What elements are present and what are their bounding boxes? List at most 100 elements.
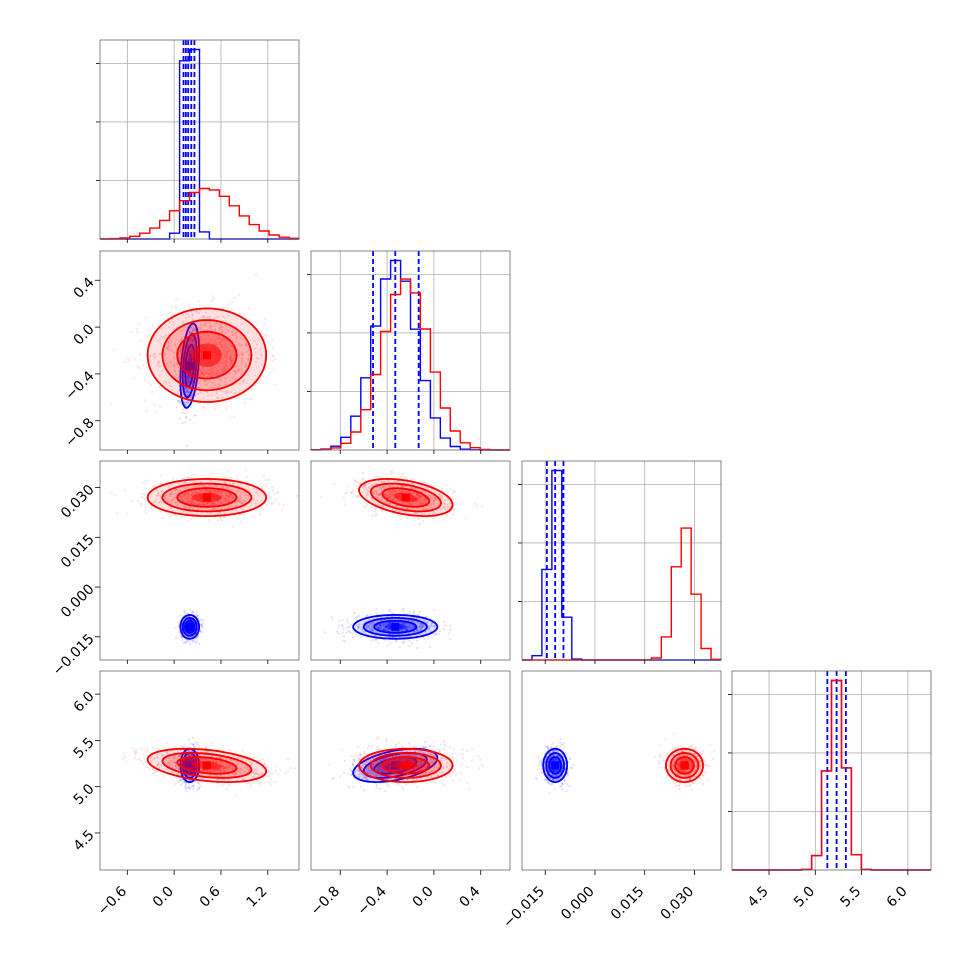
sample-point [372, 515, 374, 517]
sample-point [207, 403, 209, 405]
sample-point [224, 477, 226, 479]
sample-point [137, 500, 139, 502]
sample-point [189, 419, 191, 421]
sample-point [331, 616, 333, 618]
sample-point [200, 619, 202, 621]
sample-point [246, 476, 248, 478]
sample-point [448, 632, 450, 634]
sample-point [152, 486, 154, 488]
sample-point [145, 410, 147, 412]
sample-point [344, 504, 346, 506]
sample-point [190, 406, 192, 408]
sample-point [192, 788, 194, 790]
sample-point [273, 497, 275, 499]
sample-point [145, 366, 147, 368]
sample-point [272, 347, 274, 349]
sample-point [277, 492, 279, 494]
sample-point [186, 445, 188, 447]
sample-point [192, 611, 194, 613]
sample-point [193, 474, 195, 476]
sample-point [116, 512, 118, 514]
sample-point [141, 482, 143, 484]
sample-point [341, 632, 343, 634]
sample-point [150, 384, 152, 386]
sample-point [341, 624, 343, 626]
sample-point [189, 609, 191, 611]
sample-point [408, 639, 410, 641]
sample-point [296, 495, 298, 497]
sample-point [135, 749, 137, 751]
sample-point [180, 516, 182, 518]
sample-point [187, 476, 189, 478]
sample-point [426, 616, 428, 618]
sample-point [399, 646, 401, 648]
sample-point [409, 611, 411, 613]
sample-point [346, 619, 348, 621]
sample-point [192, 737, 194, 739]
sample-point [360, 635, 362, 637]
sample-point [185, 412, 187, 414]
sample-point [198, 787, 200, 789]
sample-point [419, 523, 421, 525]
sample-point [180, 784, 182, 786]
panel-p0-p2 [100, 461, 315, 660]
sample-point [324, 631, 326, 633]
sample-point [197, 743, 199, 745]
sample-point [158, 386, 160, 388]
sample-point [198, 643, 200, 645]
sample-point [202, 622, 204, 624]
sample-point [133, 377, 135, 379]
sample-point [124, 361, 126, 363]
sample-point [136, 331, 138, 333]
sample-point [172, 313, 174, 315]
sample-point [198, 300, 200, 302]
sample-point [201, 626, 203, 628]
sample-point [476, 505, 478, 507]
sample-point [144, 498, 146, 500]
sample-point [154, 411, 156, 413]
sample-point [255, 274, 257, 276]
sample-point [281, 509, 283, 511]
sample-point [381, 510, 383, 512]
sample-point [208, 519, 210, 521]
sample-point [140, 504, 142, 506]
sample-point [237, 397, 239, 399]
sample-point [336, 631, 338, 633]
sample-point [139, 367, 141, 369]
sample-point [181, 639, 183, 641]
sample-point [272, 489, 274, 491]
sample-point [273, 354, 275, 356]
sample-point [151, 330, 153, 332]
sample-point [161, 482, 163, 484]
sample-point [348, 485, 350, 487]
sample-point [181, 636, 183, 638]
sample-point [175, 637, 177, 639]
sample-point [162, 517, 164, 519]
sample-point [188, 303, 190, 305]
sample-point [474, 503, 476, 505]
sample-point [320, 496, 322, 498]
sample-point [413, 611, 415, 613]
sample-point [453, 509, 455, 511]
sample-point [272, 359, 274, 361]
sample-point [371, 507, 373, 509]
sample-point [283, 504, 285, 506]
sample-point [261, 486, 263, 488]
sample-point [259, 513, 261, 515]
sample-point [388, 610, 390, 612]
sample-point [449, 488, 451, 490]
sample-point [356, 616, 358, 618]
sample-point [179, 779, 181, 781]
sample-point [343, 497, 345, 499]
sample-point [453, 490, 455, 492]
sample-point [426, 482, 428, 484]
panel-p0-p3 [100, 671, 299, 870]
sample-point [188, 739, 190, 741]
sample-point [126, 513, 128, 515]
sample-point [223, 516, 225, 518]
sample-point [370, 639, 372, 641]
sample-point [333, 483, 335, 485]
sample-point [403, 641, 405, 643]
sample-point [244, 402, 246, 404]
